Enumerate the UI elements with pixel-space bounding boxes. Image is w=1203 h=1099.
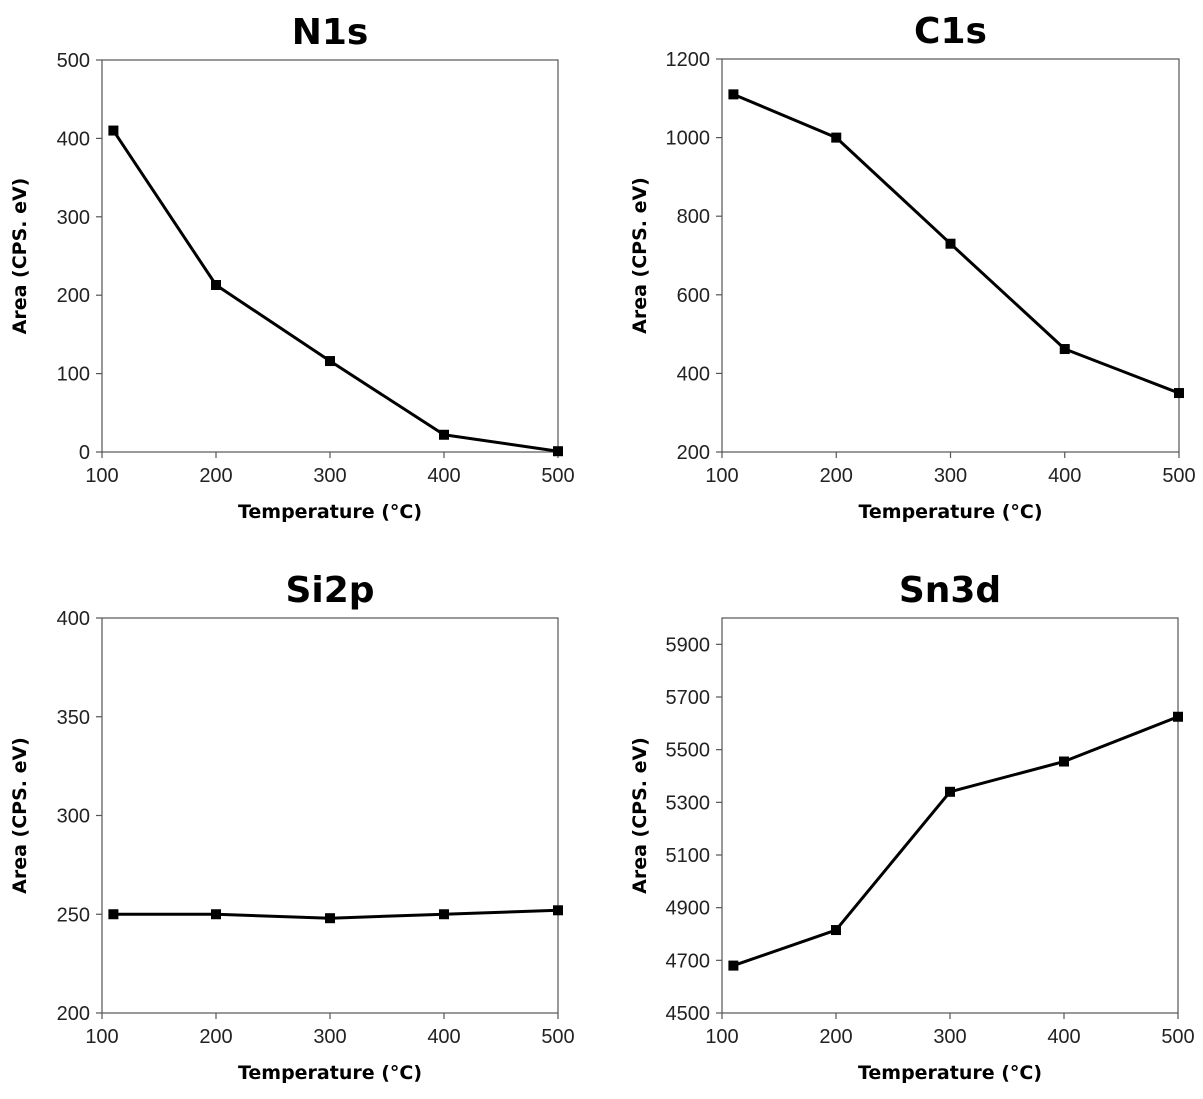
plot-frame	[721, 617, 1179, 1014]
series-line	[112, 129, 559, 453]
y-tick-label: 5300	[666, 792, 711, 814]
series-line	[732, 92, 1180, 395]
data-point-marker	[211, 909, 221, 920]
x-tick-label: 400	[1048, 465, 1081, 487]
x-axis-label: Temperature (°C)	[858, 1062, 1042, 1084]
data-point-marker	[728, 960, 739, 971]
x-tick-label: 400	[1047, 1026, 1080, 1048]
x-tick-label: 300	[934, 465, 967, 487]
y-tick-label: 1000	[666, 128, 711, 150]
x-axis-label: Temperature (°C)	[238, 501, 422, 523]
x-tick-label: 500	[1162, 465, 1195, 487]
data-point-marker	[325, 913, 335, 924]
y-tick-label: 300	[57, 207, 90, 229]
data-point-marker	[1174, 388, 1184, 399]
plot-frame	[101, 59, 559, 453]
x-tick-label: 200	[199, 465, 232, 487]
x-tick-label: 500	[541, 465, 574, 487]
data-point-marker	[945, 786, 955, 797]
data-point-marker	[1059, 756, 1069, 767]
data-point-marker	[211, 280, 221, 291]
x-tick-label: 500	[541, 1026, 574, 1048]
y-tick-label: 250	[57, 904, 90, 926]
data-point-marker	[831, 925, 841, 936]
y-tick-label: 4500	[666, 1003, 711, 1025]
y-tick-label: 5100	[666, 845, 711, 867]
y-axis-label: Area (CPS. eV)	[9, 737, 31, 894]
y-tick-label: 500	[57, 50, 90, 72]
chart-title: Si2p	[285, 570, 374, 611]
data-point-marker	[945, 238, 956, 249]
y-tick-label: 600	[677, 285, 710, 307]
x-tick-label: 300	[933, 1026, 966, 1048]
y-tick-label: 200	[677, 442, 710, 464]
chart-title: C1s	[914, 11, 987, 52]
x-axis-label: Temperature (°C)	[858, 501, 1042, 523]
y-axis-label: Area (CPS. eV)	[9, 178, 31, 335]
x-tick-label: 200	[819, 1026, 852, 1048]
x-tick-label: 400	[427, 465, 460, 487]
series-line	[732, 715, 1179, 968]
data-point-marker	[1173, 711, 1183, 722]
x-tick-label: 400	[427, 1026, 460, 1048]
data-point-marker	[439, 429, 449, 440]
y-tick-label: 5900	[666, 634, 711, 656]
data-point-marker	[325, 356, 335, 367]
y-axis-label: Area (CPS. eV)	[629, 177, 651, 334]
y-tick-label: 1200	[666, 49, 711, 71]
y-tick-label: 800	[677, 206, 710, 228]
series-line	[113, 908, 559, 920]
x-tick-label: 200	[199, 1026, 232, 1048]
x-tick-label: 100	[705, 465, 738, 487]
x-axis-label: Temperature (°C)	[238, 1062, 422, 1084]
data-point-marker	[831, 132, 842, 143]
y-tick-label: 5700	[666, 687, 711, 709]
data-point-marker	[553, 446, 563, 457]
x-tick-label: 100	[85, 465, 118, 487]
y-tick-label: 200	[57, 285, 90, 307]
y-tick-label: 200	[57, 1003, 90, 1025]
y-tick-label: 100	[57, 364, 90, 386]
x-tick-label: 300	[313, 1026, 346, 1048]
data-point-marker	[728, 89, 739, 100]
x-tick-label: 100	[85, 1026, 118, 1048]
data-point-marker	[108, 909, 119, 920]
data-point-marker	[553, 905, 563, 916]
data-point-marker	[1059, 344, 1070, 355]
x-tick-label: 300	[313, 465, 346, 487]
chart-title: N1s	[292, 12, 369, 53]
y-tick-label: 350	[57, 707, 90, 729]
data-point-marker	[108, 125, 119, 136]
y-tick-label: 400	[677, 363, 710, 385]
y-tick-label: 4700	[666, 950, 711, 972]
x-tick-label: 500	[1161, 1026, 1194, 1048]
plot-frame	[101, 617, 559, 1014]
y-tick-label: 400	[57, 608, 90, 630]
y-tick-label: 400	[57, 128, 90, 150]
y-tick-label: 300	[57, 806, 90, 828]
x-tick-label: 200	[820, 465, 853, 487]
y-axis-label: Area (CPS. eV)	[629, 737, 651, 894]
y-tick-label: 0	[79, 442, 90, 464]
y-tick-label: 5500	[666, 740, 711, 762]
chart-title: Sn3d	[899, 570, 1001, 611]
y-tick-label: 4900	[666, 898, 711, 920]
chart-panel-sn3d: Sn3d 4500 4700 4900 5100 5300 5500 5700 5900 100 2…	[629, 570, 1195, 1084]
x-tick-label: 100	[705, 1026, 738, 1048]
data-point-marker	[439, 909, 449, 920]
